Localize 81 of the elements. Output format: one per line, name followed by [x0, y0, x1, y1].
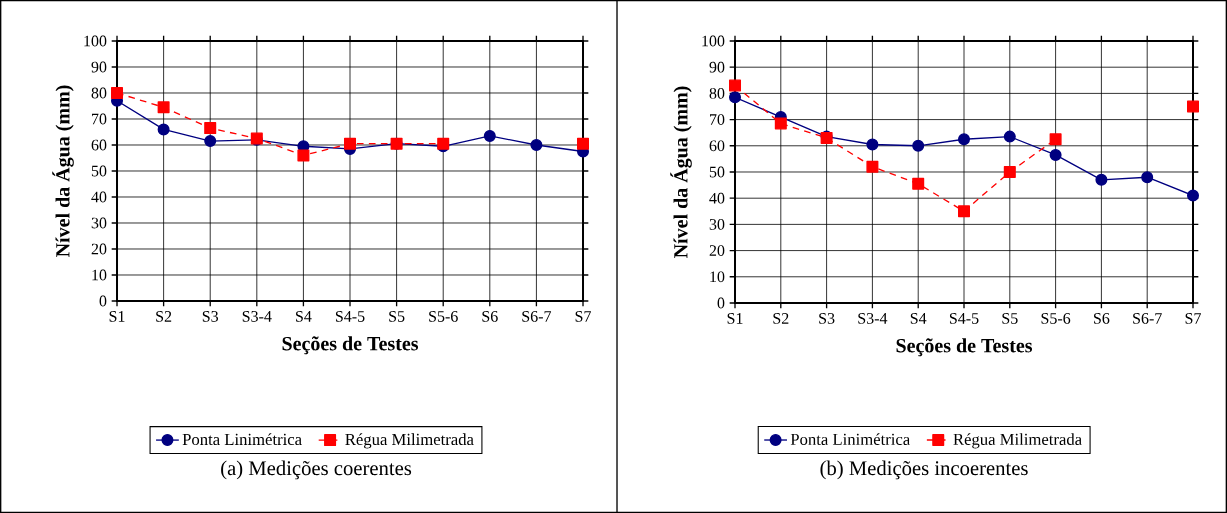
x-tick-label: S5	[389, 311, 405, 322]
x-tick-label: S5	[1002, 313, 1018, 324]
x-tick-label: S3-4	[858, 313, 888, 324]
point	[1141, 171, 1154, 184]
x-tick-label: S1	[109, 311, 125, 322]
y-tick-label: 20	[709, 245, 725, 256]
y-tick-label: 0	[717, 297, 725, 309]
y-tick-label: 10	[710, 271, 725, 283]
point	[204, 135, 217, 148]
y-tick-label: 60	[91, 139, 107, 151]
legend-label: Ponta Linimétrica	[182, 433, 302, 446]
y-tick-label: 40	[91, 191, 107, 203]
y-tick-label: 70	[710, 114, 725, 125]
y-tick-label: 70	[92, 113, 107, 125]
point	[157, 101, 170, 114]
point	[866, 138, 879, 151]
y-tick-label: 80	[91, 87, 107, 99]
y-tick-label: 60	[709, 140, 725, 152]
y-axis-title: Nível da Água (mm)	[670, 86, 692, 258]
x-tick-label: S6-7	[522, 311, 552, 322]
y-tick-label: 30	[91, 217, 107, 229]
x-tick-label: S6-7	[1133, 313, 1162, 324]
y-tick-label: 50	[709, 166, 725, 178]
y-tick-label: 50	[91, 165, 107, 177]
x-axis-title: Seções de Testes	[282, 336, 419, 355]
x-tick-label: S2	[156, 311, 172, 322]
x-tick-label: S4	[296, 311, 312, 322]
y-tick-label: 0	[99, 295, 107, 307]
point	[1003, 165, 1016, 178]
point	[1049, 148, 1062, 161]
legend-label: Ponta Linimétrica	[790, 433, 910, 445]
point	[866, 160, 879, 173]
y-tick-label: 10	[92, 269, 107, 281]
x-axis-title: Seções de Testes	[896, 338, 1033, 357]
point	[344, 137, 357, 150]
x-tick-label: S3	[819, 313, 835, 324]
point	[729, 91, 742, 104]
y-tick-label: 20	[91, 243, 107, 255]
point	[297, 149, 310, 162]
point	[204, 122, 217, 135]
point	[912, 139, 925, 152]
x-tick-label: S5-6	[429, 311, 458, 322]
legend-label: Régua Milimetrada	[953, 433, 1082, 449]
x-tick-label: S4-5	[335, 311, 365, 322]
x-tick-label: S3	[202, 311, 219, 322]
y-tick-label: 40	[709, 192, 725, 204]
point	[729, 79, 742, 92]
point	[157, 123, 170, 136]
x-tick-label: S5-6	[1041, 313, 1071, 324]
x-tick-label: S1	[727, 313, 743, 324]
point	[111, 86, 124, 99]
x-tick-label: S3-4	[242, 311, 272, 322]
y-tick-label: 90	[709, 61, 725, 73]
y-tick-label: 100	[702, 35, 725, 47]
point	[483, 129, 496, 142]
point	[1003, 130, 1016, 143]
x-tick-label: S4-5	[949, 313, 979, 324]
x-tick-label: S7	[575, 311, 591, 322]
point	[774, 117, 787, 130]
point	[1095, 173, 1108, 186]
x-tick-label: S2	[773, 313, 789, 324]
point	[912, 177, 925, 190]
point	[530, 138, 543, 151]
point	[958, 133, 971, 146]
point	[1187, 189, 1199, 202]
x-tick-label: S6	[1094, 313, 1110, 324]
y-tick-label: 80	[709, 87, 725, 99]
point	[1187, 100, 1199, 113]
y-tick-label: 90	[91, 61, 107, 73]
y-tick-label: 100	[84, 35, 107, 47]
text: (a) Medições coerentes	[221, 460, 412, 480]
y-tick-label: 30	[709, 218, 725, 230]
x-tick-label: S6	[482, 311, 498, 322]
text: (b) Medições incoerentes	[820, 460, 1028, 480]
y-axis-title: Nível da Água (mm)	[52, 85, 74, 257]
point	[958, 205, 971, 218]
point	[577, 137, 590, 150]
point	[1049, 133, 1062, 146]
legend-label: Régua Milimetrada	[345, 433, 474, 449]
x-tick-label: S4	[910, 313, 927, 324]
x-tick-label: S7	[1185, 313, 1201, 324]
